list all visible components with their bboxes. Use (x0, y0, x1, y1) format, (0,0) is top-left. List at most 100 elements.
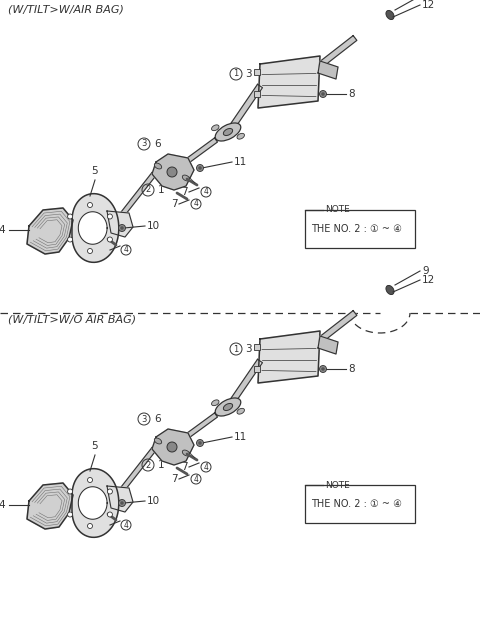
Circle shape (198, 167, 202, 170)
Text: 7: 7 (171, 199, 178, 209)
Circle shape (119, 500, 125, 507)
Circle shape (108, 214, 112, 219)
Polygon shape (152, 429, 194, 465)
Polygon shape (152, 154, 194, 190)
Circle shape (87, 478, 93, 482)
Text: 3: 3 (141, 415, 147, 424)
Text: 4: 4 (204, 188, 208, 197)
Text: 5: 5 (92, 166, 98, 176)
Text: 6: 6 (154, 414, 161, 424)
Ellipse shape (215, 398, 241, 416)
Text: 3: 3 (245, 344, 252, 354)
Ellipse shape (215, 123, 241, 141)
Circle shape (321, 367, 325, 371)
Circle shape (87, 248, 93, 253)
Polygon shape (228, 359, 263, 406)
Polygon shape (27, 208, 73, 254)
Circle shape (167, 167, 177, 177)
Ellipse shape (223, 129, 233, 136)
Circle shape (108, 512, 112, 517)
Circle shape (68, 214, 72, 219)
Polygon shape (72, 469, 119, 538)
Circle shape (320, 365, 326, 372)
Text: 7: 7 (181, 187, 188, 197)
Polygon shape (107, 486, 133, 512)
Ellipse shape (386, 10, 394, 19)
Text: 4: 4 (0, 225, 5, 235)
Ellipse shape (182, 450, 190, 456)
Text: 8: 8 (348, 89, 355, 99)
Polygon shape (116, 448, 156, 496)
Polygon shape (228, 84, 263, 132)
Ellipse shape (386, 285, 394, 294)
Text: 6: 6 (154, 139, 161, 149)
Circle shape (68, 512, 72, 517)
Ellipse shape (237, 133, 244, 139)
Text: (W/TILT>W/AIR BAG): (W/TILT>W/AIR BAG) (8, 5, 124, 15)
Ellipse shape (154, 163, 162, 169)
Text: NOTE: NOTE (325, 480, 350, 489)
Ellipse shape (182, 175, 190, 181)
Text: 1: 1 (158, 460, 165, 470)
Circle shape (196, 440, 204, 446)
Text: 1: 1 (233, 69, 239, 78)
Text: 10: 10 (147, 496, 160, 506)
Polygon shape (258, 56, 320, 108)
Text: 10: 10 (147, 221, 160, 231)
Text: 4: 4 (123, 246, 129, 255)
Polygon shape (116, 172, 156, 222)
Text: 7: 7 (103, 245, 110, 255)
Text: 7: 7 (181, 462, 188, 472)
Ellipse shape (223, 403, 233, 410)
Circle shape (120, 226, 124, 230)
Text: 7: 7 (171, 474, 178, 484)
Bar (305, 210, 415, 248)
Circle shape (198, 441, 202, 445)
Polygon shape (174, 138, 217, 172)
Text: THE NO. 2 : ① ~ ④: THE NO. 2 : ① ~ ④ (311, 224, 402, 234)
Text: 4: 4 (123, 520, 129, 529)
Text: NOTE: NOTE (325, 206, 350, 215)
Ellipse shape (212, 400, 219, 406)
Text: 7: 7 (103, 520, 110, 530)
Bar (305, 485, 415, 523)
Circle shape (108, 489, 112, 494)
Text: 5: 5 (92, 441, 98, 451)
Circle shape (167, 442, 177, 452)
Text: 2: 2 (145, 185, 151, 194)
Polygon shape (174, 413, 217, 447)
Text: 2: 2 (145, 460, 151, 469)
Text: 12: 12 (422, 0, 435, 10)
Text: 4: 4 (193, 475, 198, 484)
Circle shape (321, 92, 325, 96)
Text: 9: 9 (422, 0, 429, 1)
Text: 3: 3 (245, 69, 252, 79)
Circle shape (87, 523, 93, 529)
Ellipse shape (212, 125, 219, 131)
Polygon shape (107, 211, 133, 237)
Polygon shape (78, 487, 107, 520)
Circle shape (87, 203, 93, 208)
Polygon shape (308, 35, 357, 75)
Circle shape (320, 91, 326, 98)
Circle shape (68, 237, 72, 242)
Ellipse shape (237, 408, 244, 414)
Circle shape (120, 502, 124, 505)
Text: 4: 4 (204, 462, 208, 471)
Polygon shape (78, 212, 107, 244)
Text: 4: 4 (193, 199, 198, 208)
Text: 11: 11 (234, 432, 247, 442)
Circle shape (68, 489, 72, 494)
Text: 12: 12 (422, 275, 435, 285)
Polygon shape (318, 336, 338, 354)
Text: (W/TILT>W/O AIR BAG): (W/TILT>W/O AIR BAG) (8, 315, 136, 325)
Text: THE NO. 2 : ① ~ ④: THE NO. 2 : ① ~ ④ (311, 499, 402, 509)
Polygon shape (72, 194, 119, 262)
Bar (254, 344, 260, 350)
Polygon shape (318, 61, 338, 79)
Ellipse shape (154, 438, 162, 444)
Bar (254, 366, 260, 372)
Text: 11: 11 (234, 157, 247, 167)
Bar (254, 69, 260, 75)
Circle shape (108, 237, 112, 242)
